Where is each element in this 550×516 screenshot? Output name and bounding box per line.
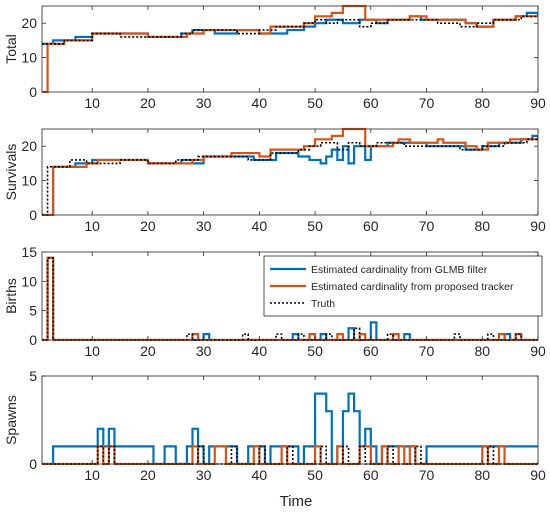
x-tick-label: 80: [474, 343, 490, 359]
x-tick-label: 90: [530, 95, 546, 111]
series-line-glmb: [42, 392, 538, 465]
panel-spawns: 10 20 30 40 50 60 70 80 90 0 5 Spawns: [3, 368, 546, 483]
series-line-proposed: [42, 127, 538, 216]
x-tick-label: 60: [363, 218, 379, 234]
x-tick-label: 70: [419, 343, 435, 359]
series-line-truth: [42, 15, 538, 45]
y-tick-label: 5: [29, 303, 37, 319]
legend-box: [263, 255, 543, 317]
x-tick-label: 80: [474, 218, 490, 234]
x-tick-label: 40: [252, 218, 268, 234]
y-tick-label: 20: [21, 138, 37, 154]
y-axis-label: Births: [3, 278, 19, 314]
y-tick-label: 0: [29, 456, 37, 472]
plot-area-spawns: [42, 376, 538, 464]
legend: Estimated cardinality from GLMB filter E…: [263, 255, 543, 317]
x-tick-label: 30: [196, 95, 212, 111]
x-tick-label: 50: [307, 467, 323, 483]
x-tick-label: 90: [530, 343, 546, 359]
y-tick-label: 10: [21, 273, 37, 289]
axes-frame-total: [41, 5, 539, 93]
x-tick-label: 40: [252, 343, 268, 359]
series-line-proposed: [42, 4, 538, 93]
y-tick-label: 10: [21, 173, 37, 189]
x-tick-label: 20: [140, 218, 156, 234]
x-tick-label: 60: [363, 467, 379, 483]
x-tick-label: 20: [140, 467, 156, 483]
x-tick-label: 60: [363, 343, 379, 359]
y-axis-label: Total: [3, 34, 19, 64]
x-tick-label: 40: [252, 95, 268, 111]
axes-frame-spawns: [41, 375, 539, 465]
legend-entry-truth: Truth: [311, 298, 335, 310]
legend-entry-glmb: Estimated cardinality from GLMB filter: [311, 264, 488, 276]
x-tick-label: 30: [196, 467, 212, 483]
x-tick-label: 20: [140, 343, 156, 359]
y-tick-label: 20: [21, 15, 37, 31]
y-tick-label: 5: [29, 368, 37, 384]
y-tick-label: 15: [21, 244, 37, 260]
y-tick-label: 0: [29, 332, 37, 348]
x-tick-label: 70: [419, 95, 435, 111]
x-tick-label: 10: [84, 218, 100, 234]
y-tick-label: 10: [21, 50, 37, 66]
y-tick-label: 0: [29, 207, 37, 223]
x-axis-label: Time: [280, 493, 313, 510]
series-line-truth: [42, 138, 538, 216]
x-tick-label: 20: [140, 95, 156, 111]
x-tick-label: 10: [84, 95, 100, 111]
x-tick-label: 80: [474, 95, 490, 111]
x-tick-label: 30: [196, 343, 212, 359]
x-tick-label: 90: [530, 218, 546, 234]
y-axis-label: Spawns: [3, 395, 19, 445]
x-tick-label: 90: [530, 467, 546, 483]
x-tick-label: 50: [307, 218, 323, 234]
x-tick-label: 30: [196, 218, 212, 234]
x-tick-label: 70: [419, 467, 435, 483]
x-tick-label: 70: [419, 218, 435, 234]
x-tick-label: 80: [474, 467, 490, 483]
x-tick-label: 40: [252, 467, 268, 483]
y-tick-label: 0: [29, 84, 37, 100]
x-tick-label: 10: [84, 467, 100, 483]
y-axis-label: Survivals: [3, 144, 19, 201]
x-tick-label: 50: [307, 95, 323, 111]
legend-entry-proposed: Estimated cardinality from proposed trac…: [311, 281, 514, 293]
x-tick-label: 10: [84, 343, 100, 359]
x-tick-label: 50: [307, 343, 323, 359]
axes-frame-survivals: [41, 128, 539, 216]
x-tick-label: 60: [363, 95, 379, 111]
